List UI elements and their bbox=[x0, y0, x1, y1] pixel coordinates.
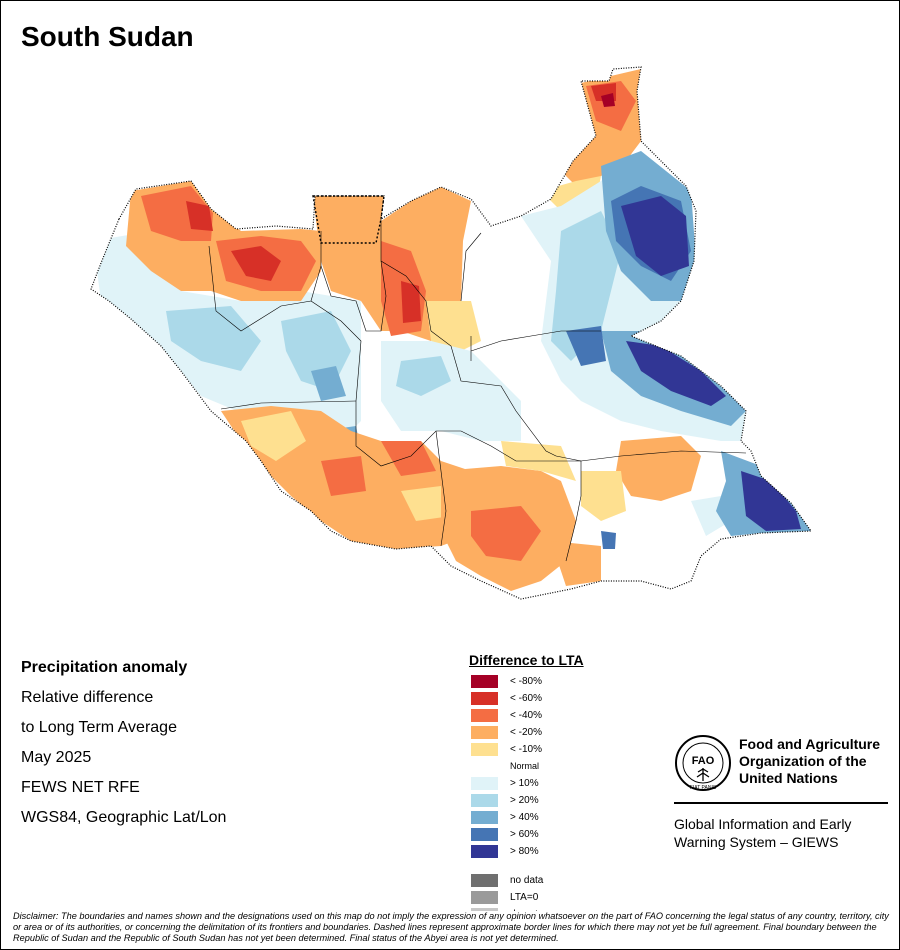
info-line: Relative difference bbox=[21, 689, 154, 706]
legend-label: Normal bbox=[510, 761, 540, 771]
legend-label: > 20% bbox=[510, 795, 539, 806]
legend-item: < -80% bbox=[469, 674, 584, 691]
legend-swatch bbox=[471, 891, 498, 904]
legend-item: Normal bbox=[469, 759, 584, 776]
giews-line: Warning System – GIEWS bbox=[674, 834, 839, 850]
info-line: FEWS NET RFE bbox=[21, 779, 140, 796]
giews-text: Global Information and Early Warning Sys… bbox=[674, 815, 889, 851]
fao-logo-motto: FIAT PANIS bbox=[690, 785, 717, 791]
fao-name-line: Organization of the bbox=[739, 753, 867, 769]
fao-name: Food and Agriculture Organization of the… bbox=[739, 736, 889, 787]
legend-swatch bbox=[471, 709, 498, 722]
fao-logo-icon: FAO FIAT PANIS bbox=[675, 735, 731, 791]
map-legend: Difference to LTA < -80% < -60% < -40% <… bbox=[469, 652, 584, 924]
abyei-dashed-border bbox=[312, 195, 385, 244]
legend-swatch bbox=[471, 845, 498, 858]
legend-label: < -10% bbox=[510, 744, 542, 755]
legend-item: < -60% bbox=[469, 691, 584, 708]
state-boundaries bbox=[208, 219, 747, 562]
legend-item: > 20% bbox=[469, 793, 584, 810]
giews-line: Global Information and Early bbox=[674, 816, 852, 832]
legend-label: LTA=0 bbox=[510, 892, 539, 903]
legend-swatch bbox=[471, 692, 498, 705]
info-line: May 2025 bbox=[21, 749, 92, 766]
legend-item: > 80% bbox=[469, 844, 584, 861]
legend-label: < -80% bbox=[510, 676, 542, 687]
fao-name-line: Food and Agriculture bbox=[739, 736, 881, 752]
disclaimer: Disclaimer: The boundaries and names sho… bbox=[13, 911, 889, 944]
map-info: Precipitation anomaly Relative differenc… bbox=[21, 658, 226, 838]
fao-name-line: United Nations bbox=[739, 770, 838, 786]
legend-item: > 40% bbox=[469, 810, 584, 827]
legend-swatch bbox=[471, 794, 498, 807]
legend-label: no data bbox=[510, 875, 544, 886]
legend-swatch bbox=[471, 743, 498, 756]
legend-item: > 60% bbox=[469, 827, 584, 844]
legend-item: < -20% bbox=[469, 725, 584, 742]
anomaly-map bbox=[90, 66, 813, 600]
legend-swatch bbox=[471, 811, 498, 824]
map-title: South Sudan bbox=[21, 21, 194, 52]
legend-label: < -40% bbox=[510, 710, 542, 721]
legend-swatch bbox=[471, 828, 498, 841]
legend-item: > 10% bbox=[469, 776, 584, 793]
legend-label: > 80% bbox=[510, 846, 539, 857]
legend-swatch bbox=[471, 777, 498, 790]
legend-swatch bbox=[471, 874, 498, 887]
legend-title: Difference to LTA bbox=[469, 652, 584, 668]
anomaly-raster bbox=[91, 67, 811, 599]
info-line: to Long Term Average bbox=[21, 719, 177, 736]
fao-divider bbox=[674, 802, 888, 804]
fao-logo-text: FAO bbox=[692, 755, 715, 767]
legend-swatch bbox=[471, 760, 498, 773]
legend-label: > 60% bbox=[510, 829, 539, 840]
info-line: WGS84, Geographic Lat/Lon bbox=[21, 809, 227, 826]
legend-label: > 40% bbox=[510, 812, 539, 823]
legend-item: < -10% bbox=[469, 742, 584, 759]
legend-item: < -40% bbox=[469, 708, 584, 725]
info-heading: Precipitation anomaly bbox=[21, 659, 188, 676]
legend-item: LTA=0 bbox=[469, 890, 584, 907]
country-outline bbox=[90, 66, 813, 600]
legend-item: no data bbox=[469, 873, 584, 890]
legend-swatch bbox=[471, 726, 498, 739]
legend-label: > 10% bbox=[510, 778, 539, 789]
legend-label: < -20% bbox=[510, 727, 542, 738]
legend-swatch bbox=[471, 675, 498, 688]
legend-label: < -60% bbox=[510, 693, 542, 704]
